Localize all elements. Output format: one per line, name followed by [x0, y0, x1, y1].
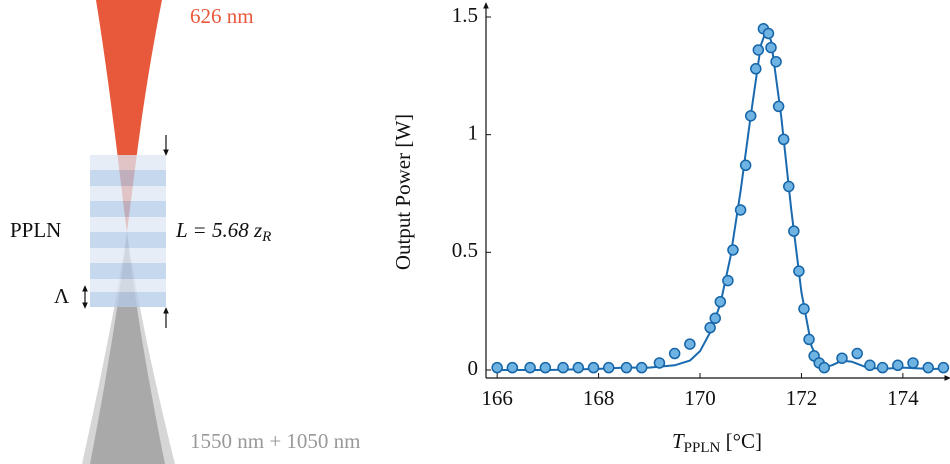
data-point: [539, 361, 552, 374]
data-point: [739, 159, 752, 172]
data-point: [770, 55, 782, 68]
data-point: [684, 338, 696, 350]
data-point: [722, 274, 734, 287]
data-point: [653, 357, 666, 369]
data-point: [704, 321, 716, 334]
data-point: [744, 110, 757, 122]
y-tick-label: 0: [468, 356, 479, 380]
data-point: [714, 296, 727, 308]
data-point: [793, 265, 805, 277]
data-point: [635, 361, 648, 374]
data-point: [765, 41, 777, 54]
data-point: [777, 133, 790, 146]
data-point: [772, 100, 785, 113]
data-point: [803, 333, 815, 346]
data-point: [937, 361, 950, 374]
data-point: [788, 225, 800, 237]
x-label-unit: [°C]: [720, 429, 762, 453]
chart: TPPLN [°C] Output Power [W] 166 168 170 172…: [391, 2, 950, 457]
data-point: [709, 312, 721, 324]
data-point: [907, 357, 919, 369]
data-point: [864, 359, 876, 372]
data-point: [506, 361, 519, 374]
x-axis-label: TPPLN [°C]: [672, 429, 762, 457]
y-axis-label: Output Power [W]: [391, 114, 415, 270]
data-point: [491, 361, 503, 374]
data-point: [798, 303, 810, 315]
beam-diagram: 626 nm PPLN L = 5.68 zR Λ 1550 nm + 1050…: [10, 0, 361, 464]
data-point: [572, 361, 585, 374]
crystal: [90, 155, 166, 307]
x-label-main: T: [672, 429, 685, 453]
data-point: [734, 204, 747, 216]
data-point: [668, 347, 681, 360]
output-beam: [96, 0, 162, 232]
beam-label: 1550 nm + 1050 nm: [190, 429, 361, 453]
pump-beam: [90, 232, 165, 464]
x-tick-label: 174: [887, 386, 919, 410]
x-tick-label: 168: [583, 386, 615, 410]
data-point: [620, 361, 633, 374]
beam-label: 626 nm: [190, 4, 254, 28]
y-tick-label: 0.5: [452, 238, 478, 262]
crystal-label: PPLN: [10, 218, 61, 242]
x-tick-label: 170: [684, 386, 716, 410]
length-sub: R: [261, 229, 271, 245]
data-point: [818, 361, 831, 374]
fit-line: [497, 30, 948, 371]
y-tick-label: 1.5: [452, 3, 478, 27]
data-point: [752, 44, 765, 56]
data-point: [524, 361, 536, 374]
x-tick-label: 172: [786, 386, 818, 410]
data-point: [783, 180, 795, 193]
length-main: L = 5.68 z: [175, 218, 262, 242]
data-point: [836, 352, 848, 364]
data-point: [587, 361, 600, 374]
data-point: [727, 244, 739, 256]
y-tick-label: 1: [468, 120, 479, 144]
data-point: [557, 361, 569, 374]
data-point: [876, 361, 889, 374]
length-label: L = 5.68 zR: [175, 218, 271, 246]
data-point: [922, 361, 934, 374]
data-point: [892, 359, 904, 372]
x-tick-label: 166: [481, 386, 513, 410]
x-label-sub: PPLN: [684, 440, 721, 456]
data-point: [602, 361, 615, 374]
data-point: [750, 63, 762, 75]
data-point: [762, 27, 775, 40]
data-point: [851, 347, 863, 360]
period-label: Λ: [54, 284, 70, 308]
